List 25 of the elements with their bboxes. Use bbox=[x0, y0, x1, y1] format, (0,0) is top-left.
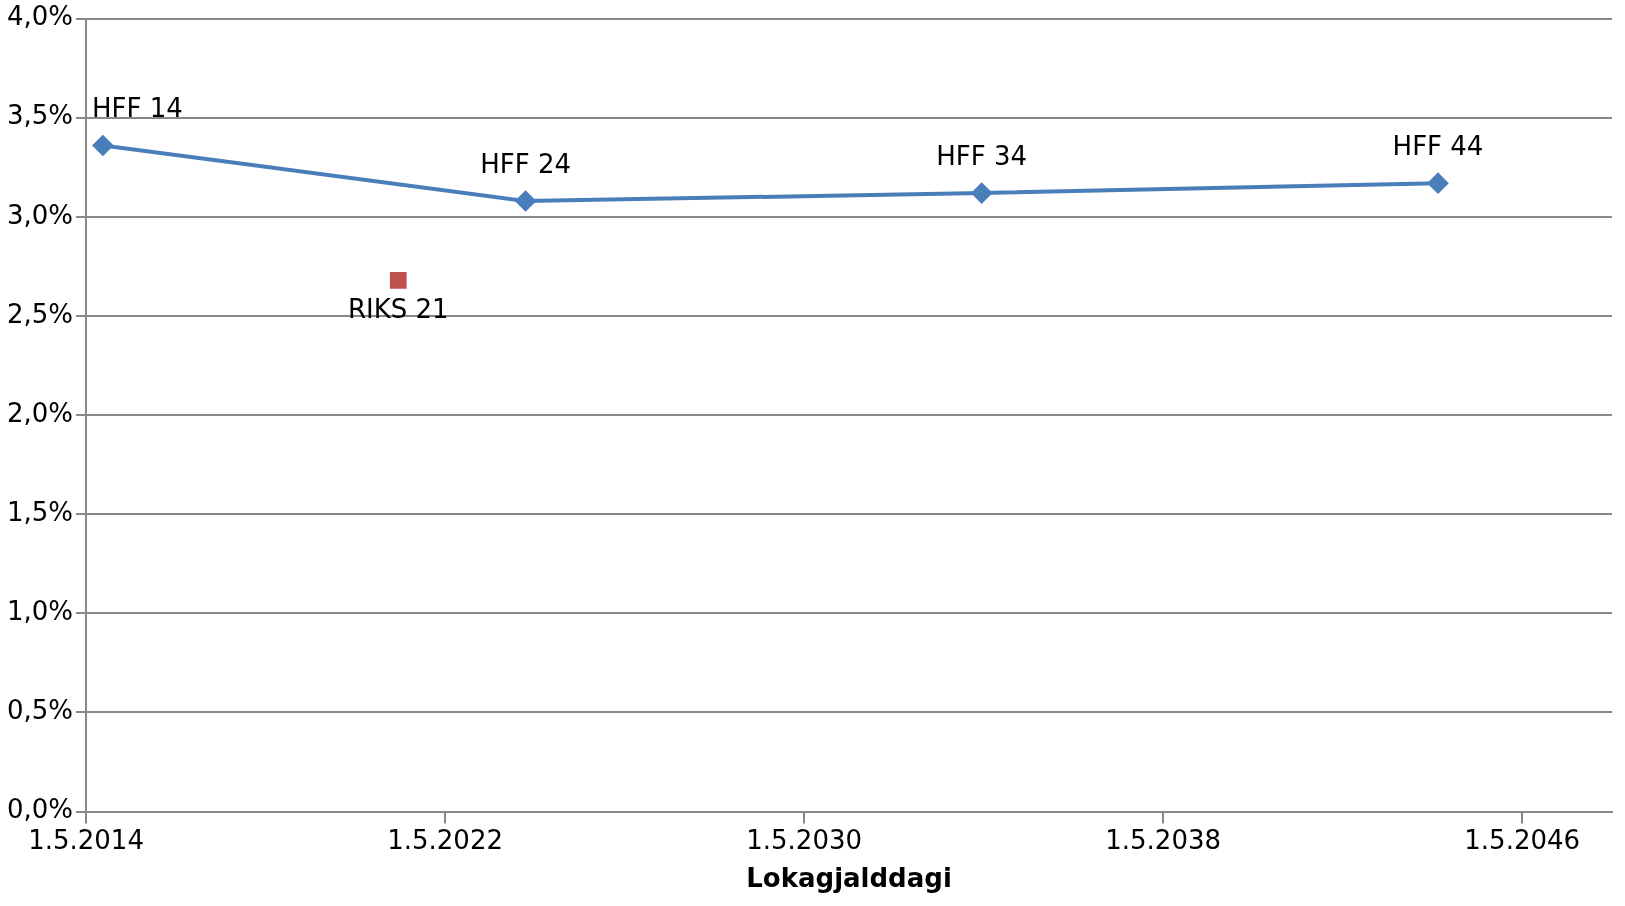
y-tick-label: 3,5% bbox=[6, 100, 74, 131]
y-tick-label: 0,0% bbox=[6, 794, 74, 825]
y-tick-label: 2,0% bbox=[6, 397, 74, 428]
point bbox=[971, 183, 992, 204]
annotation: HFF 44 bbox=[1392, 130, 1484, 161]
y-tick-label: 3,0% bbox=[6, 199, 74, 230]
annotation: RIKS 21 bbox=[347, 294, 449, 325]
x-tick-label: 1.5.2030 bbox=[746, 824, 863, 855]
y-tick-label: 2,5% bbox=[6, 298, 74, 329]
point bbox=[1428, 173, 1449, 194]
annotation: HFF 24 bbox=[480, 148, 571, 179]
point bbox=[515, 190, 536, 211]
point bbox=[389, 271, 407, 289]
x-axis-title: Lokagjalddagi bbox=[746, 863, 952, 894]
x-tick-label: 1.5.2014 bbox=[28, 824, 144, 855]
y-tick-label: 1,0% bbox=[6, 596, 74, 627]
x-tick-label: 1.5.2038 bbox=[1105, 824, 1222, 855]
y-tick-label: 4,0% bbox=[6, 1, 74, 32]
y-tick-label: 1,5% bbox=[6, 496, 74, 527]
x-tick-label: 1.5.2046 bbox=[1464, 824, 1581, 855]
y-tick-label: 0,5% bbox=[6, 695, 74, 726]
x-tick-label: 1.5.2022 bbox=[387, 824, 503, 855]
annotation: HFF 14 bbox=[92, 93, 183, 124]
point bbox=[92, 135, 113, 156]
annotation: HFF 34 bbox=[936, 140, 1028, 171]
